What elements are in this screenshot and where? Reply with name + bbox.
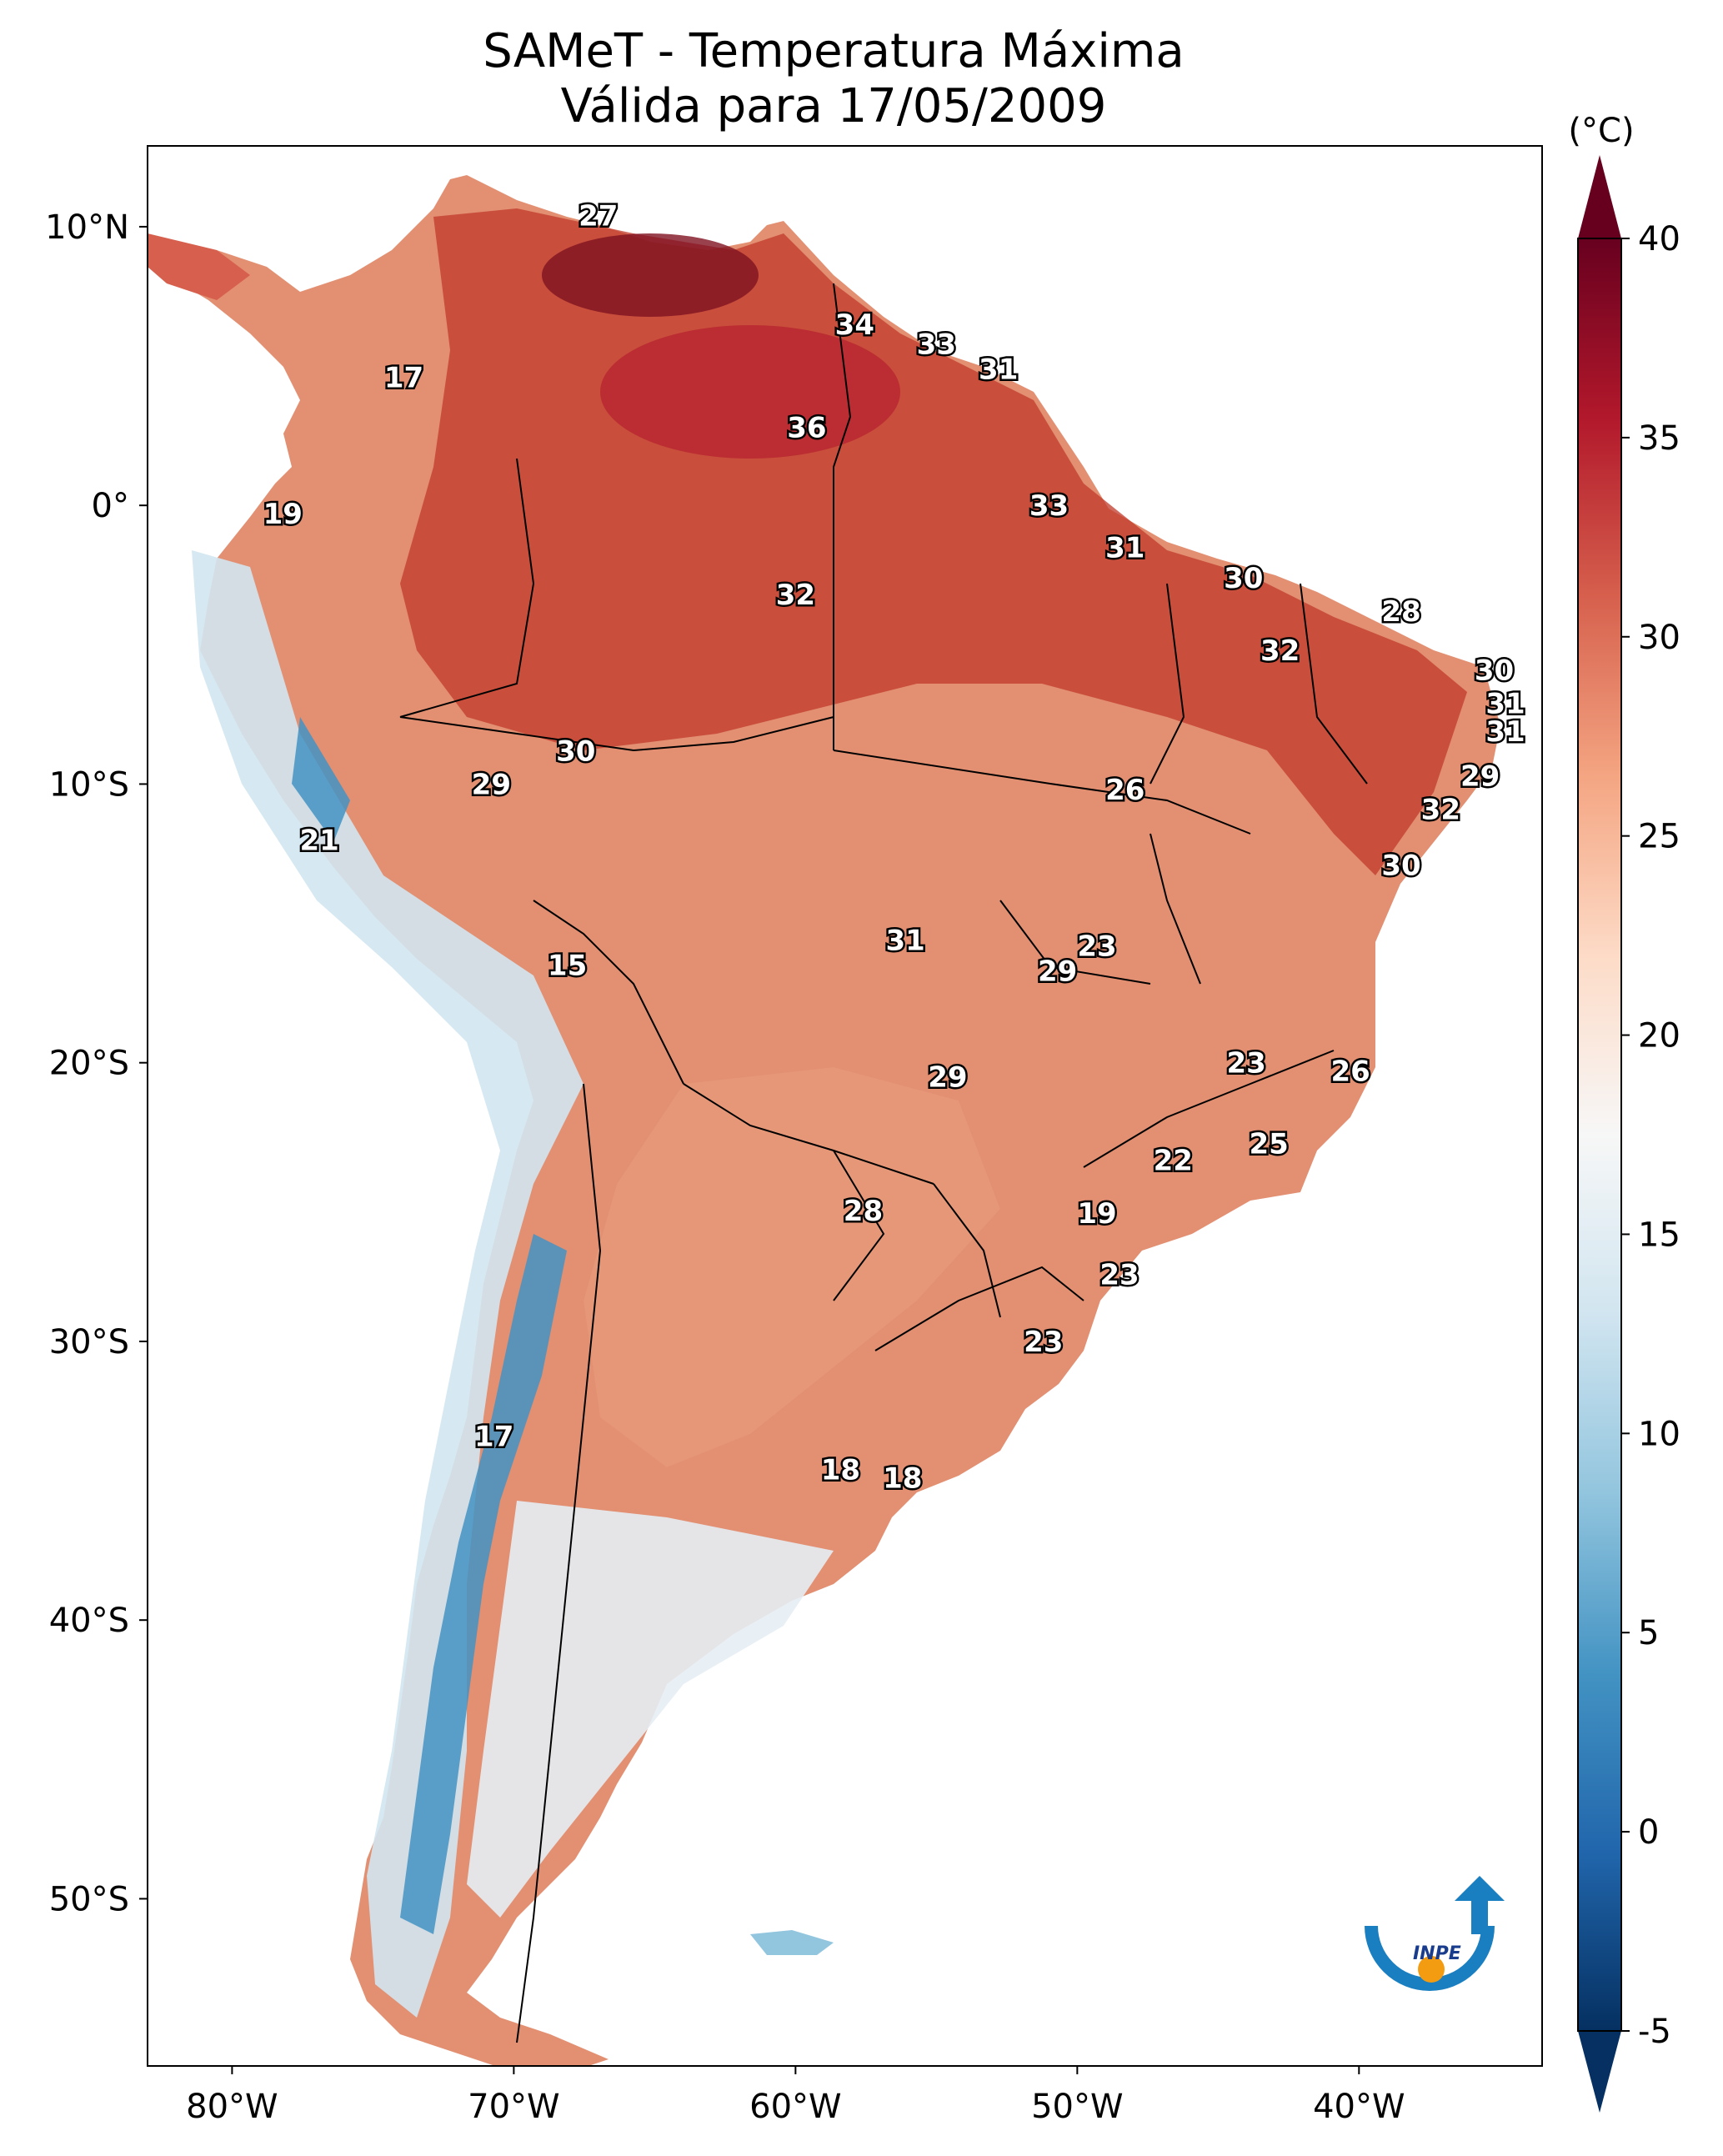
colorbar-tick-label: 35 [1638, 419, 1680, 458]
latitude-axis: 10°N 0° 10°S 20°S 30°S 40°S 50°S [45, 208, 148, 1918]
station-temp-label: 23 [1226, 1047, 1265, 1081]
station-temp-label: 17 [474, 1421, 513, 1454]
station-temp-label: 33 [917, 328, 956, 361]
colorbar-tick-label: 30 [1638, 619, 1680, 657]
station-temp-label: 34 [835, 308, 874, 342]
colorbar-tick-label: 10 [1638, 1415, 1680, 1453]
station-temp-label: 30 [556, 735, 595, 768]
colorbar-tick-label: -5 [1638, 2013, 1671, 2051]
colorbar-top-arrow [1578, 155, 1621, 238]
colorbar-tick-label: 0 [1638, 1813, 1659, 1852]
station-temp-label: 23 [1099, 1259, 1139, 1292]
logo-dot [1418, 1956, 1445, 1983]
station-temp-label: 30 [1224, 562, 1263, 595]
station-temp-label: 29 [928, 1060, 967, 1094]
station-temp-label: 18 [883, 1462, 922, 1496]
station-temp-label: 31 [886, 925, 925, 958]
station-temp-label: 23 [1077, 930, 1116, 963]
station-temp-label: 36 [787, 412, 826, 445]
lat-tick-label: 20°S [49, 1045, 129, 1083]
lon-tick-label: 60°W [749, 2088, 841, 2126]
colorbar-tick-label: 25 [1638, 818, 1680, 856]
station-temp-label: 15 [548, 950, 587, 983]
patagonia-cool [467, 1501, 834, 1918]
logo-ring [1365, 1925, 1495, 1991]
colorbar-ticks: 40 35 30 25 20 15 10 5 0 -5 [1621, 220, 1680, 2051]
map-title: SAMeT - Temperatura Máxima [483, 24, 1185, 78]
inpe-logo: INPE [1365, 1876, 1505, 1991]
central-america [148, 233, 250, 300]
lat-tick-label: 50°S [49, 1880, 129, 1918]
andes-coldest [292, 717, 567, 1934]
station-temp-label: 19 [1077, 1197, 1116, 1231]
station-temp-label: 32 [1260, 634, 1300, 668]
colorbar-tick-label: 20 [1638, 1017, 1680, 1055]
colorbar-tick-label: 15 [1638, 1216, 1680, 1254]
map-subtitle: Válida para 17/05/2009 [560, 79, 1107, 133]
country-borders [399, 283, 1368, 2043]
lat-tick-label: 10°N [45, 208, 129, 247]
station-temp-label: 27 [579, 200, 618, 233]
colorbar-tick-label: 40 [1638, 220, 1680, 258]
station-temp-label: 22 [1154, 1145, 1193, 1178]
station-temp-label: 31 [979, 353, 1018, 386]
station-temp-label: 31 [1105, 531, 1144, 564]
station-temp-label: 32 [1421, 794, 1460, 827]
colorbar-outline [1577, 238, 1622, 2032]
hottest-core [542, 233, 759, 317]
station-temp-label: 29 [1460, 760, 1500, 793]
station-temp-label: 17 [384, 361, 423, 394]
station-temp-label: 33 [1029, 489, 1069, 523]
station-temp-label: 28 [844, 1195, 883, 1228]
station-temp-label: 18 [821, 1454, 860, 1487]
station-temp-label: 30 [1381, 849, 1420, 882]
station-temp-label: 28 [1381, 595, 1420, 629]
hot-core-2 [600, 325, 900, 459]
logo-text: INPE [1413, 1943, 1461, 1964]
colorbar-tick-label: 5 [1638, 1614, 1659, 1652]
station-temp-label: 23 [1024, 1326, 1063, 1359]
station-temp-label: 19 [263, 498, 303, 531]
colorbar-unit: (°C) [1568, 112, 1634, 150]
lat-tick-label: 0° [92, 487, 129, 525]
station-temp-label: 29 [472, 768, 511, 801]
map-frame [147, 145, 1543, 2067]
lon-tick-label: 50°W [1031, 2088, 1123, 2126]
lon-tick-label: 80°W [186, 2088, 278, 2126]
station-temp-label: 26 [1331, 1055, 1370, 1089]
station-temp-label: 31 [1485, 688, 1525, 721]
longitude-axis: 80°W 70°W 60°W 50°W 40°W [186, 2066, 1405, 2126]
station-temp-label: 29 [1038, 955, 1077, 988]
station-temp-label: 31 [1485, 715, 1525, 749]
colorbar-bottom-arrow [1578, 2031, 1621, 2113]
lat-tick-label: 30°S [49, 1323, 129, 1361]
lat-tick-label: 40°S [49, 1602, 129, 1640]
station-temp-label: 30 [1475, 654, 1514, 687]
station-temp-label: 32 [776, 579, 815, 612]
colorbar-body [1578, 238, 1621, 2031]
station-temp-label: 26 [1105, 774, 1144, 807]
station-temp-label: 21 [300, 824, 339, 857]
station-temp-label: 25 [1249, 1128, 1288, 1161]
andes-cold [192, 550, 584, 2018]
logo-arrow-icon [1455, 1876, 1505, 1934]
falkland-islands [750, 1930, 834, 1955]
lon-tick-label: 70°W [468, 2088, 559, 2126]
warm-plains [584, 1067, 1000, 1467]
lon-tick-label: 40°W [1313, 2088, 1405, 2126]
colorbar: (°C) 40 35 30 25 20 15 10 5 0 -5 [1568, 112, 1680, 2113]
lat-tick-label: 10°S [49, 765, 129, 804]
